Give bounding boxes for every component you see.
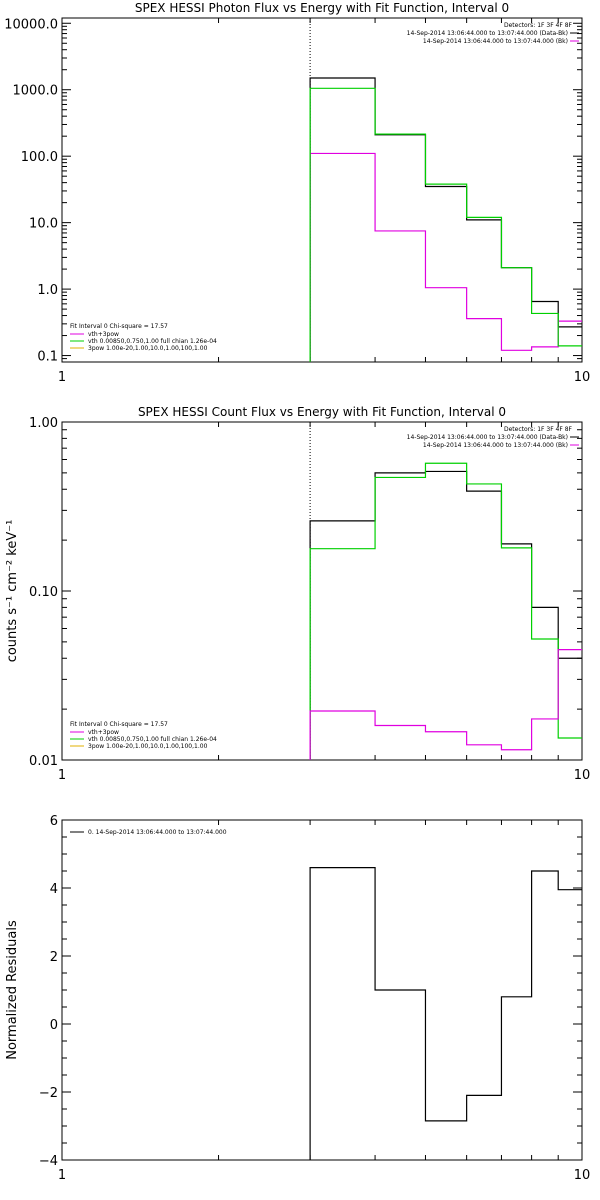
y-tick-label: 1.0	[37, 283, 58, 298]
series-line-1	[309, 470, 582, 760]
legend-entry: 3pow 1.00e-20,1.00,10.0,1.00,100,1.00	[88, 345, 208, 352]
y-tick-label: 0.1	[37, 350, 58, 365]
chart-title: SPEX HESSI Count Flux vs Energy with Fit…	[138, 405, 506, 419]
legend-entry: 14-Sep-2014 13:06:44.000 to 13:07:44.000…	[407, 434, 568, 441]
legend-entry: vth 0.00850,0.750,1.00 full chian 1.26e-…	[88, 736, 217, 743]
legend-header: Detectors: 1F 3F 4F 8F	[504, 22, 573, 29]
series-line-2	[309, 152, 582, 362]
plot-frame	[61, 819, 583, 1161]
y-tick-label: 0.01	[29, 754, 58, 769]
chart-panel-2: SPEX HESSI Count Flux vs Energy with Fit…	[5, 405, 590, 783]
series-line-3	[309, 649, 582, 760]
legend-entry: vth 0.00850,0.750,1.00 full chian 1.26e-…	[88, 338, 217, 345]
series-line-1	[309, 867, 582, 1160]
x-tick-label: 1	[58, 1168, 66, 1183]
x-tick-label: 1	[58, 768, 66, 783]
y-tick-label: 6	[50, 814, 58, 829]
plot-frame	[61, 17, 583, 363]
series-line-3	[309, 87, 582, 362]
y-tick-label: −2	[39, 1086, 58, 1101]
legend-entry: vth+3pow	[88, 729, 119, 736]
x-tick-label: 10	[574, 1168, 591, 1183]
legend-entry: 14-Sep-2014 13:06:44.000 to 13:07:44.000…	[407, 30, 568, 37]
legend-header: Fit Interval 0 Chi-square = 17.57	[70, 323, 168, 330]
y-tick-label: 4	[50, 882, 58, 897]
y-tick-label: 1000.0	[13, 84, 59, 99]
y-tick-label: 100.0	[21, 150, 58, 165]
x-tick-label: 1	[58, 370, 66, 385]
y-axis-label: counts s⁻¹ cm⁻² keV⁻¹	[5, 520, 20, 663]
chart-panel-1: SPEX HESSI Photon Flux vs Energy with Fi…	[4, 1, 590, 385]
y-tick-label: 10000.0	[4, 17, 58, 32]
x-tick-label: 10	[574, 370, 591, 385]
y-axis-label: Normalized Residuals	[5, 920, 20, 1060]
legend-entry: vth+3pow	[88, 331, 119, 338]
legend-header: Detectors: 1F 3F 4F 8F	[504, 426, 573, 433]
y-tick-label: 0.10	[29, 585, 58, 600]
legend-header: Fit Interval 0 Chi-square = 17.57	[70, 721, 168, 728]
y-tick-label: −4	[39, 1154, 58, 1169]
series-line-1	[309, 77, 582, 362]
x-tick-label: 10	[574, 768, 591, 783]
y-tick-label: 1.00	[29, 416, 58, 431]
y-tick-label: 2	[50, 950, 58, 965]
y-tick-label: 0	[50, 1018, 58, 1033]
y-tick-label: 10.0	[29, 217, 58, 232]
legend-entry: 14-Sep-2014 13:06:44.000 to 13:07:44.000…	[423, 38, 568, 45]
legend-entry: 0. 14-Sep-2014 13:06:44.000 to 13:07:44.…	[88, 829, 227, 836]
legend-entry: 14-Sep-2014 13:06:44.000 to 13:07:44.000…	[423, 442, 568, 449]
chart-panel-3: Normalized Residuals −4 −2 0 2 4 6 1 10 0. 14-Sep…	[5, 814, 590, 1183]
chart-title: SPEX HESSI Photon Flux vs Energy with Fi…	[135, 1, 509, 15]
series-line-2	[309, 462, 582, 760]
plot-frame	[61, 421, 583, 761]
legend-entry: 3pow 1.00e-20,1.00,10.0,1.00,100,1.00	[88, 743, 208, 750]
